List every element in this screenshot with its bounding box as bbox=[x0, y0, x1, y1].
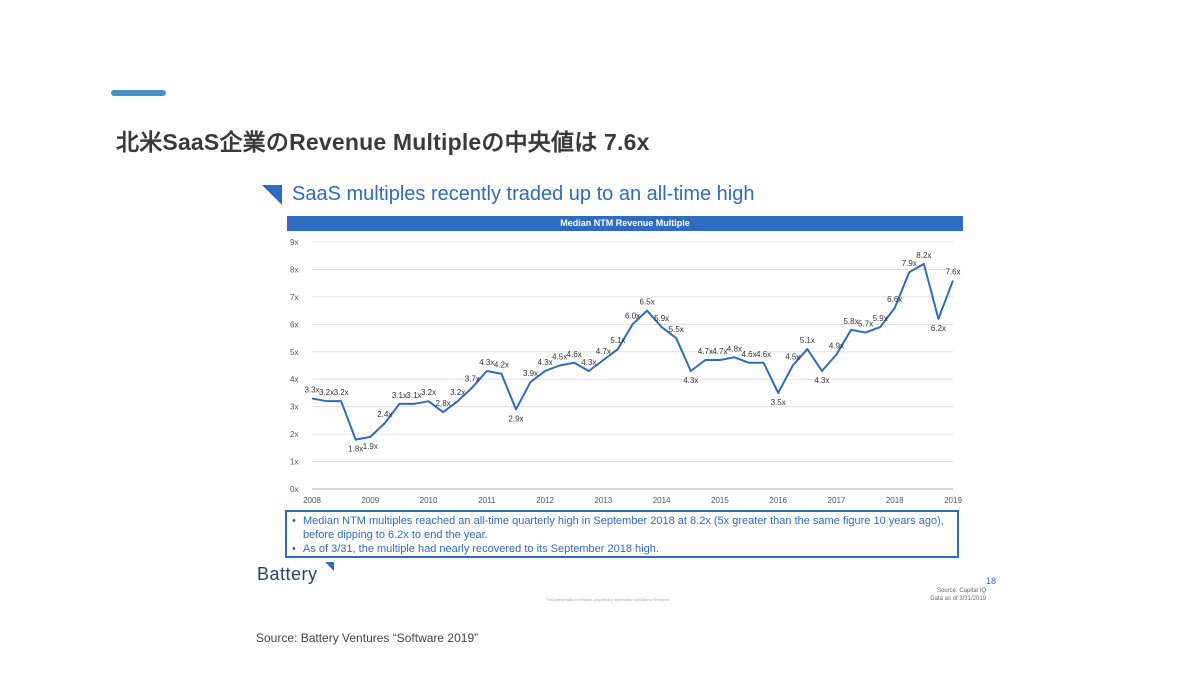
data-label: 6.0x bbox=[625, 311, 640, 320]
data-label: 1.9x bbox=[363, 442, 378, 451]
data-label: 5.7x bbox=[858, 320, 873, 329]
page-number: 18 bbox=[986, 576, 997, 586]
data-label: 3.1x bbox=[392, 391, 407, 400]
data-label: 3.2x bbox=[421, 388, 436, 397]
x-tick-label: 2016 bbox=[769, 496, 787, 505]
data-label: 8.2x bbox=[916, 251, 931, 260]
x-tick-label: 2009 bbox=[361, 496, 379, 505]
data-label: 3.9x bbox=[523, 369, 538, 378]
data-label: 7.9x bbox=[902, 259, 917, 268]
note-item: Median NTM multiples reached an all-time… bbox=[292, 514, 953, 542]
y-tick-label: 7x bbox=[290, 293, 298, 302]
x-tick-label: 2011 bbox=[478, 496, 496, 505]
note-item: As of 3/31, the multiple had nearly reco… bbox=[292, 542, 953, 556]
chart-title: Median NTM Revenue Multiple bbox=[560, 218, 690, 228]
data-label: 2.4x bbox=[377, 410, 392, 419]
data-source-line: Source: Capital IQ bbox=[936, 588, 986, 594]
y-tick-label: 3x bbox=[290, 403, 298, 412]
data-label: 2.8x bbox=[436, 399, 451, 408]
data-label: 4.3x bbox=[814, 376, 829, 385]
data-label: 3.3x bbox=[304, 385, 319, 394]
source-caption: Source: Battery Ventures “Software 2019” bbox=[256, 631, 479, 645]
chart-title-bar: Median NTM Revenue Multiple bbox=[287, 216, 963, 231]
data-label: 6.2x bbox=[931, 324, 946, 333]
panel-title-triangle-icon bbox=[262, 185, 282, 205]
disclaimer: This presentation includes proprietary i… bbox=[546, 597, 669, 602]
y-tick-label: 0x bbox=[290, 485, 298, 494]
data-label: 5.5x bbox=[669, 325, 684, 334]
data-label: 4.3x bbox=[683, 376, 698, 385]
data-label: 4.5x bbox=[552, 353, 567, 362]
data-label: 3.1x bbox=[406, 391, 421, 400]
data-label: 5.9x bbox=[873, 314, 888, 323]
y-tick-label: 4x bbox=[290, 375, 298, 384]
data-label: 4.6x bbox=[567, 350, 582, 359]
data-label: 3.2x bbox=[319, 388, 334, 397]
y-tick-label: 8x bbox=[290, 265, 298, 274]
data-label: 5.8x bbox=[843, 317, 858, 326]
y-tick-label: 9x bbox=[290, 238, 298, 247]
data-label: 7.6x bbox=[945, 267, 960, 276]
slide-title: 北米SaaS企業のRevenue Multipleの中央値は 7.6x bbox=[116, 129, 650, 155]
data-label: 4.3x bbox=[538, 358, 553, 367]
x-tick-label: 2012 bbox=[536, 496, 554, 505]
y-tick-label: 5x bbox=[290, 348, 298, 357]
x-tick-label: 2015 bbox=[711, 496, 729, 505]
x-tick-label: 2019 bbox=[944, 496, 962, 505]
data-label: 5.1x bbox=[610, 336, 625, 345]
data-source: Source: Capital IQ Data as of 3/31/2019 bbox=[930, 587, 986, 603]
series-line bbox=[311, 262, 954, 441]
x-tick-label: 2008 bbox=[303, 496, 321, 505]
x-tick-label: 2010 bbox=[420, 496, 438, 505]
x-tick-label: 2018 bbox=[886, 496, 904, 505]
data-label: 4.5x bbox=[785, 353, 800, 362]
data-label: 3.2x bbox=[450, 388, 465, 397]
data-label: 5.1x bbox=[800, 336, 815, 345]
data-label: 3.7x bbox=[465, 374, 480, 383]
y-tick-label: 6x bbox=[290, 320, 298, 329]
y-tick-label: 2x bbox=[290, 430, 298, 439]
data-label: 3.2x bbox=[334, 388, 349, 397]
data-label: 4.7x bbox=[698, 347, 713, 356]
data-label: 4.7x bbox=[596, 347, 611, 356]
data-label: 6.6x bbox=[887, 295, 902, 304]
data-label: 4.7x bbox=[712, 347, 727, 356]
data-label: 4.2x bbox=[494, 361, 509, 370]
data-label: 5.9x bbox=[654, 314, 669, 323]
data-label: 4.3x bbox=[581, 358, 596, 367]
x-tick-label: 2013 bbox=[594, 496, 612, 505]
x-tick-label: 2017 bbox=[828, 496, 846, 505]
data-label: 4.9x bbox=[829, 342, 844, 351]
panel-title: SaaS multiples recently traded up to an … bbox=[292, 183, 755, 205]
line-chart: 0x 1x 2x 3x 4x 5x 6x 7x 8x 9x 2008 2009 2010 2011 2012… bbox=[290, 238, 962, 505]
logo-triangle-icon bbox=[325, 562, 334, 571]
data-label: 2.9x bbox=[508, 414, 523, 423]
x-tick-label: 2014 bbox=[653, 496, 671, 505]
data-as-of-line: Data as of 3/31/2019 bbox=[930, 596, 986, 602]
notes-box: Median NTM multiples reached an all-time… bbox=[285, 510, 959, 558]
data-label: 1.8x bbox=[348, 445, 363, 454]
data-label: 4.6x bbox=[741, 350, 756, 359]
battery-logo: Battery bbox=[257, 564, 318, 584]
data-label: 3.5x bbox=[771, 398, 786, 407]
title-accent-bar bbox=[111, 90, 166, 96]
y-tick-label: 1x bbox=[290, 458, 298, 467]
data-label: 6.5x bbox=[640, 298, 655, 307]
data-label: 4.6x bbox=[756, 350, 771, 359]
data-label: 4.3x bbox=[479, 358, 494, 367]
data-label: 4.8x bbox=[727, 344, 742, 353]
